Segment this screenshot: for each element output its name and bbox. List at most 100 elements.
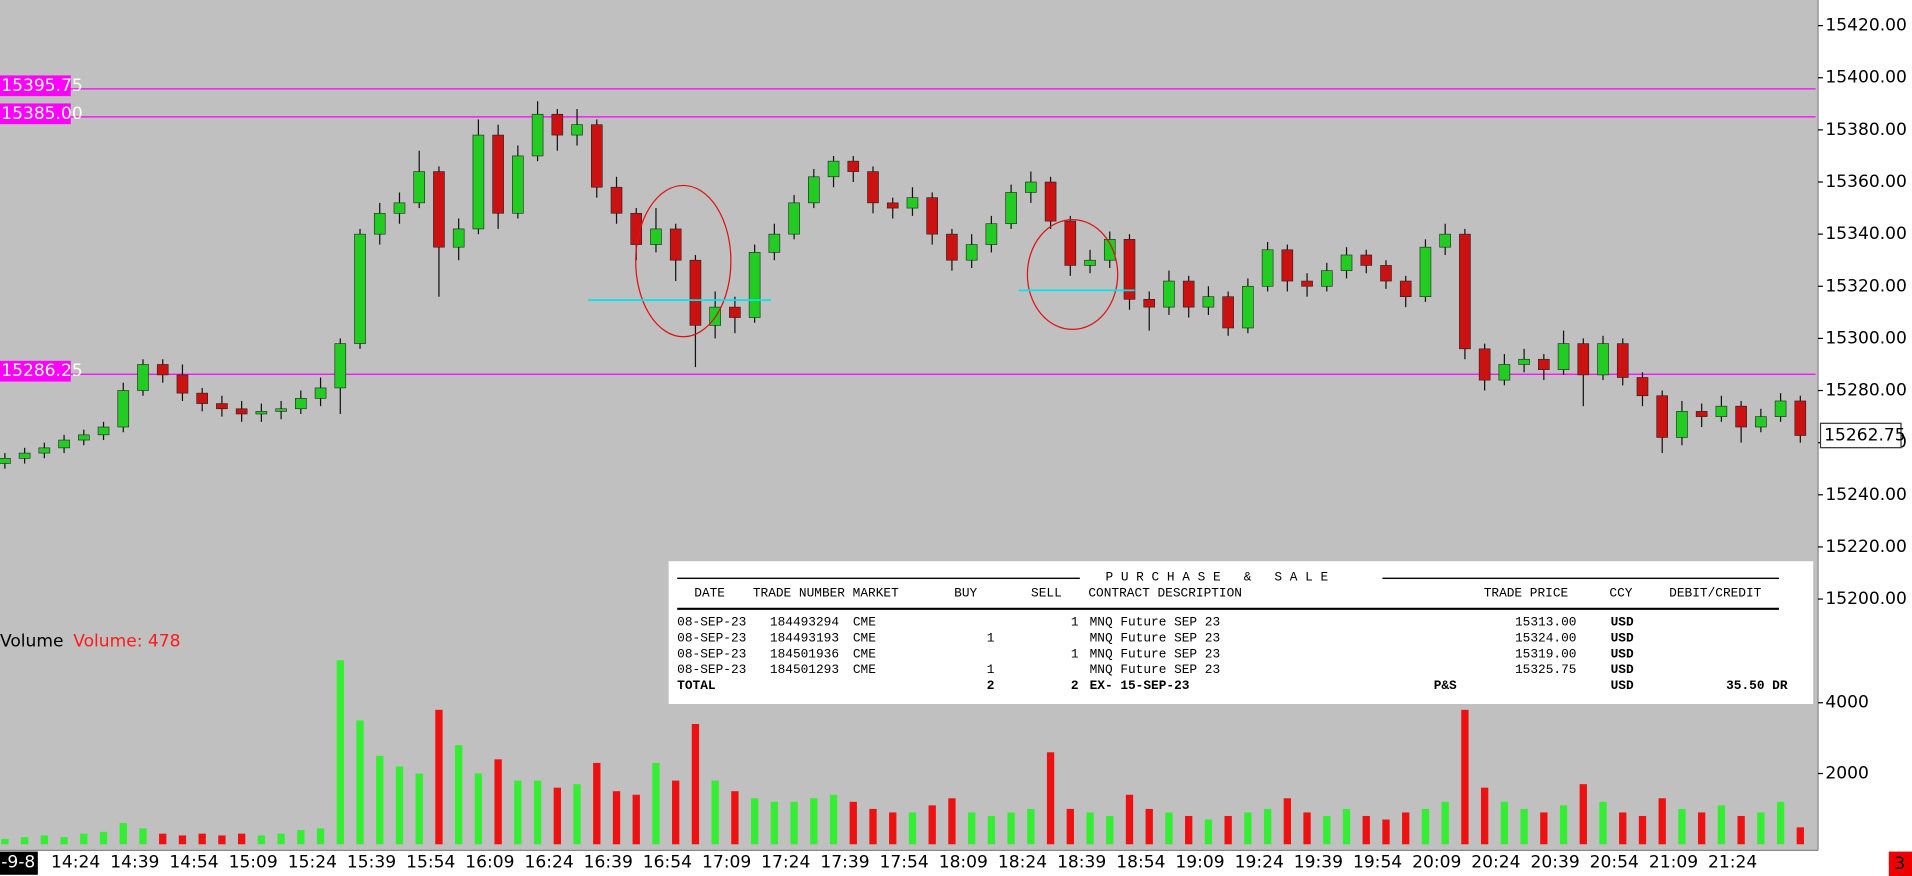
candle-body bbox=[669, 228, 682, 261]
cell: 184501936 bbox=[770, 646, 839, 661]
volume-bar bbox=[356, 720, 364, 845]
candle-body bbox=[1301, 280, 1313, 287]
volume-bar bbox=[1776, 801, 1785, 845]
cell: 1 bbox=[987, 662, 995, 677]
total-cell: TOTAL bbox=[677, 678, 716, 693]
volume-bar bbox=[1796, 827, 1804, 845]
volume-bar bbox=[336, 660, 344, 845]
column-header: DEBIT/CREDIT bbox=[1669, 585, 1761, 600]
total-cell: 2 bbox=[987, 678, 995, 693]
y-tick-label: 15320.00 bbox=[1825, 276, 1907, 296]
candle-body bbox=[1636, 377, 1649, 397]
axes: 15420.00 15400.00 15380.00 15360.00 15340.00… bbox=[0, 16, 1912, 876]
candle-body bbox=[1084, 259, 1096, 266]
candle-body bbox=[610, 186, 623, 214]
volume-bar bbox=[1757, 812, 1765, 845]
candle-body bbox=[255, 411, 268, 415]
x-tick-label: 14:54 bbox=[169, 853, 218, 873]
y-tick-label: 15400.00 bbox=[1825, 68, 1907, 88]
volume-bar bbox=[1540, 812, 1548, 845]
candle-body bbox=[58, 439, 70, 449]
volume-bar bbox=[1579, 784, 1587, 845]
y-tick-label: 15340.00 bbox=[1825, 224, 1907, 244]
cell: 08-SEP-23 bbox=[677, 615, 746, 630]
total-cell: 35.50 DR bbox=[1726, 678, 1788, 693]
candle-body bbox=[1182, 280, 1195, 308]
cell: 08-SEP-23 bbox=[677, 646, 746, 661]
volume-bar bbox=[1678, 808, 1686, 845]
x-tick-label: 15:39 bbox=[347, 853, 396, 873]
volume-bar bbox=[652, 762, 660, 845]
candle-body bbox=[1498, 364, 1511, 381]
level-label: 15286.25 bbox=[1, 361, 83, 381]
y-tick-label: 15200.00 bbox=[1825, 589, 1907, 609]
candle-body bbox=[531, 113, 544, 157]
x-tick-label: 16:54 bbox=[643, 853, 692, 873]
x-tick-label: 19:39 bbox=[1294, 853, 1343, 873]
x-tick-label: 15:54 bbox=[406, 853, 455, 873]
column-header: CONTRACT DESCRIPTION bbox=[1088, 585, 1242, 600]
cell: CME bbox=[853, 630, 876, 645]
last-price-box bbox=[1819, 422, 1902, 449]
volume-bar bbox=[948, 798, 956, 845]
statement: P U R C H A S E & S A L E DATE TRADE NUMB… bbox=[668, 561, 1814, 704]
volume-bar bbox=[1619, 812, 1627, 845]
volume-tick-label: 4000 bbox=[1825, 693, 1868, 713]
corner-label: 3 bbox=[1894, 854, 1905, 874]
volume-bar bbox=[869, 808, 877, 845]
volume-bar bbox=[1165, 812, 1173, 845]
candle-body bbox=[1557, 343, 1570, 370]
x-tick-label: 20:09 bbox=[1412, 853, 1461, 873]
plot-background bbox=[0, 0, 1819, 851]
candle-body bbox=[1695, 411, 1708, 417]
candle-body bbox=[1360, 254, 1373, 266]
candle-body bbox=[551, 113, 564, 136]
volume-bar bbox=[908, 812, 917, 845]
volume-bar bbox=[218, 835, 226, 845]
column-header: TRADE PRICE bbox=[1484, 585, 1569, 600]
volume-bar bbox=[455, 745, 463, 845]
x-tick-label: 18:09 bbox=[939, 853, 988, 873]
x-tick-label: 17:54 bbox=[880, 853, 929, 873]
volume-bar bbox=[159, 833, 167, 845]
cell: 08-SEP-23 bbox=[677, 630, 746, 645]
volume-bar bbox=[711, 780, 719, 845]
volume-bar bbox=[1323, 815, 1331, 845]
candle-body bbox=[1261, 249, 1274, 287]
candle-body bbox=[1656, 395, 1669, 438]
cell: CME bbox=[853, 646, 876, 661]
candle-body bbox=[886, 202, 899, 209]
total-cell: USD bbox=[1611, 678, 1634, 693]
volume-bar bbox=[770, 801, 779, 845]
volume-tick-label: 2000 bbox=[1825, 764, 1868, 784]
x-tick-label: 19:09 bbox=[1175, 853, 1224, 873]
volume-bar bbox=[514, 780, 522, 845]
volume-bar bbox=[672, 780, 680, 845]
x-tick-label: 18:54 bbox=[1116, 853, 1165, 873]
x-tick-label: 14:24 bbox=[51, 853, 100, 873]
candle-body bbox=[965, 244, 978, 261]
candle-body bbox=[827, 160, 840, 178]
column-header: BUY bbox=[954, 585, 977, 600]
candle-body bbox=[97, 426, 110, 436]
candle-body bbox=[433, 171, 445, 248]
volume-bar bbox=[889, 812, 897, 845]
volume-bar bbox=[1737, 815, 1745, 845]
volume-bar bbox=[415, 773, 423, 845]
candle-body bbox=[808, 176, 820, 204]
x-tick-label: 19:24 bbox=[1235, 853, 1284, 873]
volume-bar bbox=[1402, 812, 1410, 845]
volume-bar bbox=[750, 798, 759, 845]
candle-body bbox=[689, 259, 702, 326]
volume-bar bbox=[40, 835, 49, 845]
volume-bar bbox=[1125, 794, 1134, 845]
candle-body bbox=[78, 434, 90, 441]
y-tick-label: 15420.00 bbox=[1825, 16, 1907, 36]
volume-bar bbox=[1698, 812, 1706, 845]
volume-bar bbox=[1421, 808, 1430, 845]
y-tick-label: 15220.00 bbox=[1825, 537, 1907, 557]
volume-bar bbox=[632, 794, 640, 845]
candle-body bbox=[1715, 405, 1728, 417]
candle-body bbox=[452, 228, 465, 248]
